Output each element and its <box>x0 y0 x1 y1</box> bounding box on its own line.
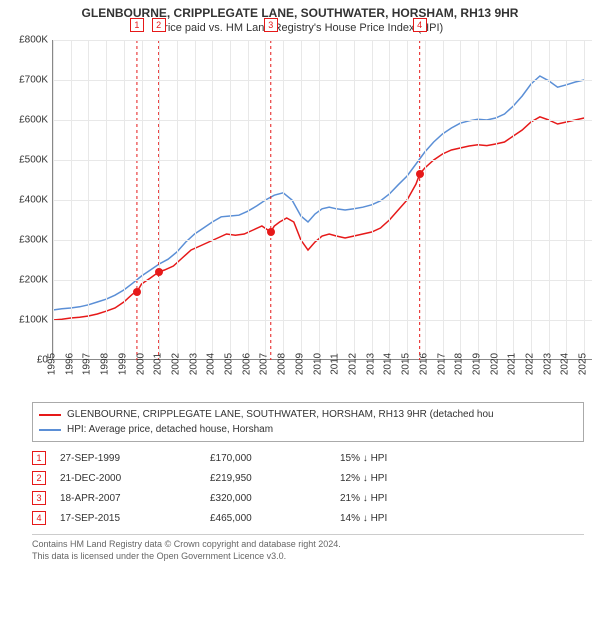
chart-subtitle: Price paid vs. HM Land Registry's House … <box>8 22 592 34</box>
legend-swatch <box>39 414 61 416</box>
transaction-date: 27-SEP-1999 <box>60 453 210 464</box>
x-tick-label: 2005 <box>224 353 235 375</box>
x-tick-label: 2010 <box>312 353 323 375</box>
x-tick-label: 2022 <box>525 353 536 375</box>
y-tick-label: £400K <box>19 195 48 206</box>
x-tick-label: 2018 <box>454 353 465 375</box>
transaction-price: £170,000 <box>210 453 340 464</box>
chart-area: £0£100K£200K£300K£400K£500K£600K£700K£80… <box>8 40 592 394</box>
transaction-date: 17-SEP-2015 <box>60 513 210 524</box>
x-tick-label: 2019 <box>471 353 482 375</box>
x-tick-label: 2012 <box>347 353 358 375</box>
marker-dot <box>155 268 163 276</box>
x-tick-label: 1999 <box>117 353 128 375</box>
x-tick-label: 2013 <box>365 353 376 375</box>
x-tick-label: 2004 <box>206 353 217 375</box>
x-tick-label: 2007 <box>259 353 270 375</box>
y-axis: £0£100K£200K£300K£400K£500K£600K£700K£80… <box>8 40 52 360</box>
x-tick-label: 2009 <box>294 353 305 375</box>
transaction-diff: 15% ↓ HPI <box>340 453 584 464</box>
x-tick-label: 2015 <box>401 353 412 375</box>
y-tick-label: £100K <box>19 315 48 326</box>
footer-line2: This data is licensed under the Open Gov… <box>32 551 584 563</box>
x-axis: 1995199619971998199920002001200220032004… <box>52 360 592 394</box>
transaction-price: £320,000 <box>210 493 340 504</box>
transaction-row: 2 21-DEC-2000£219,95012% ↓ HPI <box>32 468 584 488</box>
transaction-row: 1 27-SEP-1999£170,00015% ↓ HPI <box>32 448 584 468</box>
x-tick-label: 2000 <box>135 353 146 375</box>
transaction-marker-box: 3 <box>32 491 46 505</box>
marker-dot <box>416 170 424 178</box>
x-tick-label: 2025 <box>578 353 589 375</box>
transaction-diff: 12% ↓ HPI <box>340 473 584 484</box>
footer: Contains HM Land Registry data © Crown c… <box>32 534 584 562</box>
transactions-table: 1 27-SEP-1999£170,00015% ↓ HPI 2 21-DEC-200… <box>32 448 584 528</box>
y-tick-label: £800K <box>19 35 48 46</box>
x-tick-label: 2006 <box>241 353 252 375</box>
footer-line1: Contains HM Land Registry data © Crown c… <box>32 539 584 551</box>
x-tick-label: 2011 <box>330 353 341 375</box>
x-tick-label: 2024 <box>560 353 571 375</box>
y-tick-label: £700K <box>19 75 48 86</box>
plot-area: 1234 <box>52 40 592 360</box>
marker-box: 3 <box>264 18 278 32</box>
x-tick-label: 2008 <box>277 353 288 375</box>
transaction-row: 4 17-SEP-2015£465,00014% ↓ HPI <box>32 508 584 528</box>
x-tick-label: 1995 <box>47 353 58 375</box>
chart-title: GLENBOURNE, CRIPPLEGATE LANE, SOUTHWATER… <box>8 6 592 20</box>
x-tick-label: 2014 <box>383 353 394 375</box>
y-tick-label: £300K <box>19 235 48 246</box>
marker-box: 2 <box>152 18 166 32</box>
legend-label: GLENBOURNE, CRIPPLEGATE LANE, SOUTHWATER… <box>67 407 494 422</box>
x-tick-label: 2003 <box>188 353 199 375</box>
transaction-price: £465,000 <box>210 513 340 524</box>
y-tick-label: £200K <box>19 275 48 286</box>
marker-box: 1 <box>130 18 144 32</box>
y-tick-label: £500K <box>19 155 48 166</box>
x-tick-label: 2016 <box>418 353 429 375</box>
x-tick-label: 1998 <box>100 353 111 375</box>
y-tick-label: £600K <box>19 115 48 126</box>
transaction-date: 21-DEC-2000 <box>60 473 210 484</box>
legend-item: GLENBOURNE, CRIPPLEGATE LANE, SOUTHWATER… <box>39 407 577 422</box>
x-tick-label: 2021 <box>507 353 518 375</box>
transaction-price: £219,950 <box>210 473 340 484</box>
x-tick-label: 2023 <box>542 353 553 375</box>
transaction-date: 18-APR-2007 <box>60 493 210 504</box>
x-tick-label: 1997 <box>82 353 93 375</box>
marker-dot <box>267 228 275 236</box>
x-tick-label: 2001 <box>153 353 164 375</box>
x-tick-label: 2002 <box>170 353 181 375</box>
legend-item: HPI: Average price, detached house, Hors… <box>39 422 577 437</box>
legend: GLENBOURNE, CRIPPLEGATE LANE, SOUTHWATER… <box>32 402 584 442</box>
legend-swatch <box>39 429 61 431</box>
marker-box: 4 <box>413 18 427 32</box>
x-tick-label: 1996 <box>64 353 75 375</box>
transaction-diff: 21% ↓ HPI <box>340 493 584 504</box>
transaction-row: 3 18-APR-2007£320,00021% ↓ HPI <box>32 488 584 508</box>
transaction-marker-box: 4 <box>32 511 46 525</box>
marker-dot <box>133 288 141 296</box>
transaction-marker-box: 2 <box>32 471 46 485</box>
transaction-marker-box: 1 <box>32 451 46 465</box>
legend-label: HPI: Average price, detached house, Hors… <box>67 422 273 437</box>
x-tick-label: 2017 <box>436 353 447 375</box>
x-tick-label: 2020 <box>489 353 500 375</box>
transaction-diff: 14% ↓ HPI <box>340 513 584 524</box>
